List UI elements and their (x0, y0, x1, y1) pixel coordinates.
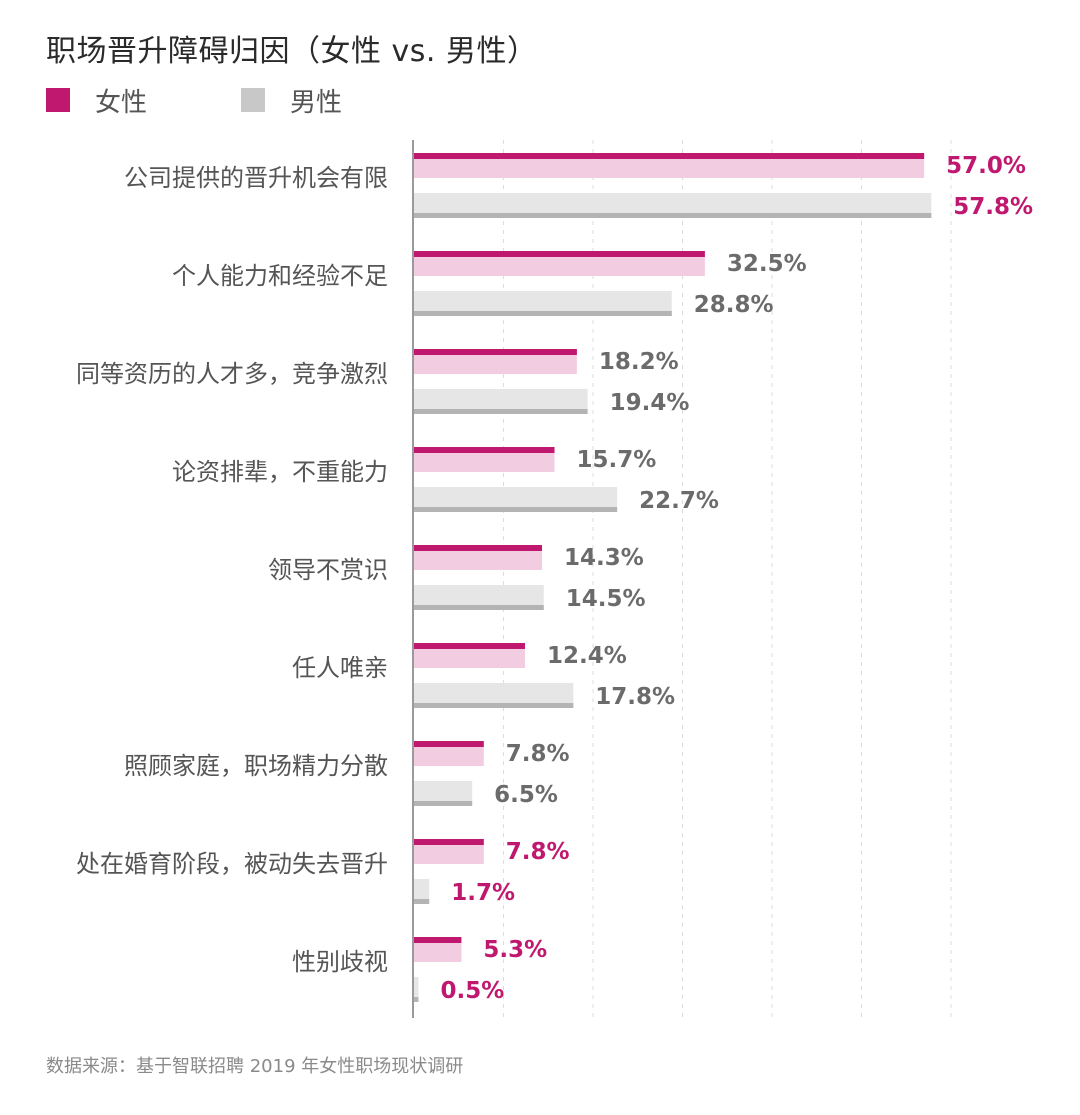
value-label-female: 15.7% (577, 447, 657, 473)
legend-label-male: 男性 (290, 87, 343, 118)
value-label-female: 12.4% (547, 643, 627, 669)
value-label-female: 14.3% (564, 545, 644, 571)
bar-male-edge (414, 997, 419, 1002)
bar-female-edge (414, 741, 484, 747)
category-label: 任人唯亲 (292, 654, 388, 682)
bar-female-edge (414, 251, 705, 257)
bar-male (414, 879, 430, 904)
value-label-female: 32.5% (727, 251, 807, 277)
category-label: 性别歧视 (292, 948, 388, 976)
category-label: 个人能力和经验不足 (172, 262, 388, 290)
value-label-male: 6.5% (494, 782, 558, 808)
category-label: 同等资历的人才多，竞争激烈 (76, 360, 388, 388)
category-label: 公司提供的晋升机会有限 (124, 164, 388, 192)
value-label-male: 0.5% (440, 978, 504, 1004)
bar-male-edge (414, 899, 430, 904)
value-label-male: 22.7% (639, 488, 719, 514)
bar-female-edge (414, 545, 542, 551)
bar-male-edge (414, 703, 574, 708)
source-note: 数据来源：基于智联招聘 2019 年女性职场现状调研 (46, 1056, 464, 1077)
legend: 女性 男性 (46, 82, 436, 119)
bar-male-edge (414, 409, 588, 414)
legend-swatch-female (46, 88, 70, 112)
value-label-male: 28.8% (694, 292, 774, 318)
legend-item-male: 男性 (241, 82, 342, 119)
value-label-male: 19.4% (610, 390, 690, 416)
value-label-male: 14.5% (566, 586, 646, 612)
value-label-male: 17.8% (595, 684, 675, 710)
value-label-female: 7.8% (506, 741, 570, 767)
bar-female-edge (414, 937, 462, 943)
bar-male (414, 977, 419, 1002)
bar-male-edge (414, 801, 473, 806)
bar-male-edge (414, 605, 544, 610)
value-label-female: 5.3% (483, 937, 547, 963)
legend-swatch-male (241, 88, 266, 112)
value-label-female: 18.2% (599, 349, 679, 375)
category-label: 论资排辈，不重能力 (172, 458, 388, 486)
legend-item-female: 女性 (46, 82, 147, 119)
bar-male-edge (414, 213, 932, 218)
bar-female-edge (414, 643, 525, 649)
bar-female-edge (414, 153, 925, 159)
value-label-male: 1.7% (451, 880, 515, 906)
bar-male-edge (414, 311, 672, 316)
category-label: 领导不赏识 (268, 556, 388, 584)
value-label-female: 57.0% (946, 153, 1026, 179)
value-label-male: 57.8% (953, 194, 1033, 220)
bar-female-edge (414, 349, 577, 355)
bar-female-edge (414, 447, 555, 453)
bar-male-edge (414, 507, 618, 512)
category-label: 处在婚育阶段，被动失去晋升 (76, 850, 388, 878)
legend-label-female: 女性 (95, 87, 148, 118)
bar-female-edge (414, 839, 484, 845)
category-label: 照顾家庭，职场精力分散 (124, 752, 388, 780)
value-label-female: 7.8% (506, 839, 570, 865)
chart-title: 职场晋升障碍归因（女性 vs. 男性） (46, 34, 538, 69)
